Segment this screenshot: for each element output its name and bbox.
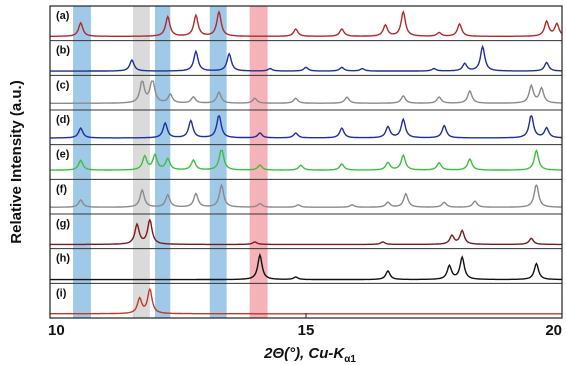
highlight-band-2 [132,6,150,318]
trace-e [50,148,562,171]
x-axis-title-subscript: α1 [344,354,356,365]
trace-h [50,252,562,281]
trace-c [50,80,563,104]
panel-label-h: (h) [56,253,70,265]
highlight-band-5 [249,6,268,318]
trace-d [50,114,562,139]
panel-label-f: (f) [56,183,67,195]
highlight-band-3 [154,6,171,318]
plot-frame [49,5,563,319]
x-tick-label: 20 [545,322,562,339]
panel-labels: (a) (b) (c) (d) (e) (f) (g) (h) (i) [56,10,70,299]
panel-label-e: (e) [56,149,70,161]
trace-a [50,9,563,37]
panel-label-g: (g) [56,218,70,230]
x-axis-ticks: 10 15 20 [48,313,563,339]
xrd-traces [50,9,563,315]
trace-f [50,183,562,208]
panel-separators [50,40,562,284]
highlight-bands [73,6,268,318]
y-axis-title: Relative Intensity (a.u.) [8,80,25,243]
x-tick-label: 15 [298,322,315,339]
x-tick-label: 10 [48,322,65,339]
x-axis-title-main: 2Θ(°), Cu-K [263,345,345,362]
panel-label-i: (i) [56,287,67,299]
trace-b [50,44,562,72]
panel-label-a: (a) [56,10,70,22]
trace-i [50,287,562,315]
panel-label-b: (b) [56,45,70,57]
trace-g [50,218,562,246]
x-axis-title: 2Θ(°), Cu-Kα1 [263,345,356,365]
panel-label-d: (d) [56,114,70,126]
panel-label-c: (c) [56,79,70,91]
